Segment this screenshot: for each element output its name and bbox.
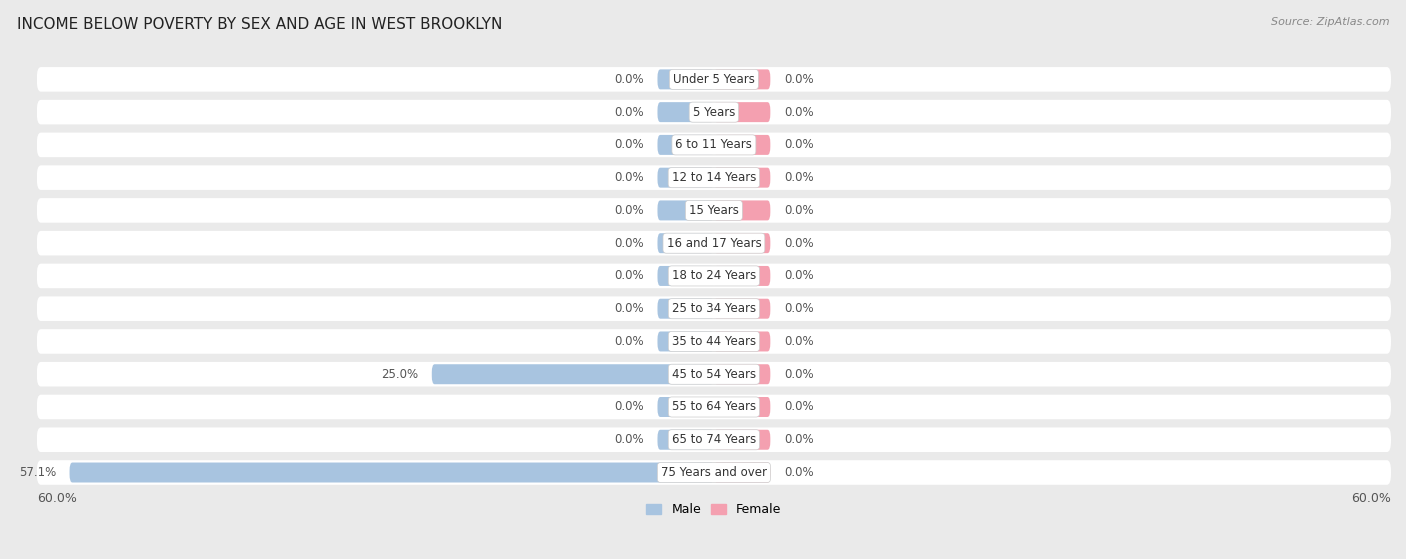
FancyBboxPatch shape — [37, 264, 1391, 288]
FancyBboxPatch shape — [658, 331, 714, 352]
Text: INCOME BELOW POVERTY BY SEX AND AGE IN WEST BROOKLYN: INCOME BELOW POVERTY BY SEX AND AGE IN W… — [17, 17, 502, 32]
FancyBboxPatch shape — [37, 296, 1391, 321]
Text: Source: ZipAtlas.com: Source: ZipAtlas.com — [1271, 17, 1389, 27]
Text: 16 and 17 Years: 16 and 17 Years — [666, 236, 761, 250]
Text: 60.0%: 60.0% — [37, 492, 77, 505]
Text: 0.0%: 0.0% — [614, 433, 644, 446]
Text: 0.0%: 0.0% — [785, 433, 814, 446]
FancyBboxPatch shape — [37, 132, 1391, 157]
Text: 0.0%: 0.0% — [785, 400, 814, 414]
FancyBboxPatch shape — [714, 201, 770, 220]
FancyBboxPatch shape — [37, 362, 1391, 386]
Text: 0.0%: 0.0% — [785, 171, 814, 184]
Text: 25.0%: 25.0% — [381, 368, 418, 381]
Text: 75 Years and over: 75 Years and over — [661, 466, 766, 479]
Text: 0.0%: 0.0% — [614, 335, 644, 348]
Text: 5 Years: 5 Years — [693, 106, 735, 119]
Text: 0.0%: 0.0% — [785, 466, 814, 479]
FancyBboxPatch shape — [714, 397, 770, 417]
Text: 0.0%: 0.0% — [785, 139, 814, 151]
FancyBboxPatch shape — [714, 168, 770, 188]
FancyBboxPatch shape — [714, 135, 770, 155]
Text: 0.0%: 0.0% — [614, 302, 644, 315]
Text: 0.0%: 0.0% — [614, 73, 644, 86]
Text: 0.0%: 0.0% — [614, 269, 644, 282]
FancyBboxPatch shape — [658, 299, 714, 319]
Text: 15 Years: 15 Years — [689, 204, 738, 217]
FancyBboxPatch shape — [37, 198, 1391, 222]
FancyBboxPatch shape — [658, 135, 714, 155]
FancyBboxPatch shape — [714, 299, 770, 319]
Text: 0.0%: 0.0% — [785, 106, 814, 119]
FancyBboxPatch shape — [714, 233, 770, 253]
Text: 0.0%: 0.0% — [614, 106, 644, 119]
FancyBboxPatch shape — [37, 165, 1391, 190]
FancyBboxPatch shape — [37, 395, 1391, 419]
FancyBboxPatch shape — [658, 266, 714, 286]
FancyBboxPatch shape — [69, 462, 714, 482]
Text: 45 to 54 Years: 45 to 54 Years — [672, 368, 756, 381]
FancyBboxPatch shape — [37, 428, 1391, 452]
FancyBboxPatch shape — [714, 102, 770, 122]
Text: 6 to 11 Years: 6 to 11 Years — [675, 139, 752, 151]
Text: 0.0%: 0.0% — [785, 302, 814, 315]
Legend: Male, Female: Male, Female — [647, 503, 782, 516]
Text: 18 to 24 Years: 18 to 24 Years — [672, 269, 756, 282]
Text: 0.0%: 0.0% — [614, 171, 644, 184]
Text: 55 to 64 Years: 55 to 64 Years — [672, 400, 756, 414]
FancyBboxPatch shape — [658, 102, 714, 122]
Text: 57.1%: 57.1% — [18, 466, 56, 479]
Text: 0.0%: 0.0% — [614, 139, 644, 151]
Text: 0.0%: 0.0% — [614, 400, 644, 414]
FancyBboxPatch shape — [37, 460, 1391, 485]
Text: 25 to 34 Years: 25 to 34 Years — [672, 302, 756, 315]
FancyBboxPatch shape — [658, 233, 714, 253]
FancyBboxPatch shape — [714, 69, 770, 89]
FancyBboxPatch shape — [714, 331, 770, 352]
FancyBboxPatch shape — [714, 430, 770, 450]
Text: 60.0%: 60.0% — [1351, 492, 1391, 505]
FancyBboxPatch shape — [658, 397, 714, 417]
Text: 65 to 74 Years: 65 to 74 Years — [672, 433, 756, 446]
FancyBboxPatch shape — [37, 100, 1391, 125]
Text: 0.0%: 0.0% — [785, 236, 814, 250]
Text: 35 to 44 Years: 35 to 44 Years — [672, 335, 756, 348]
FancyBboxPatch shape — [658, 201, 714, 220]
FancyBboxPatch shape — [37, 231, 1391, 255]
Text: 12 to 14 Years: 12 to 14 Years — [672, 171, 756, 184]
FancyBboxPatch shape — [432, 364, 714, 384]
Text: 0.0%: 0.0% — [785, 73, 814, 86]
Text: 0.0%: 0.0% — [614, 236, 644, 250]
Text: Under 5 Years: Under 5 Years — [673, 73, 755, 86]
FancyBboxPatch shape — [714, 266, 770, 286]
Text: 0.0%: 0.0% — [614, 204, 644, 217]
FancyBboxPatch shape — [658, 69, 714, 89]
Text: 0.0%: 0.0% — [785, 335, 814, 348]
FancyBboxPatch shape — [714, 364, 770, 384]
Text: 0.0%: 0.0% — [785, 368, 814, 381]
Text: 0.0%: 0.0% — [785, 269, 814, 282]
Text: 0.0%: 0.0% — [785, 204, 814, 217]
FancyBboxPatch shape — [37, 67, 1391, 92]
FancyBboxPatch shape — [658, 168, 714, 188]
FancyBboxPatch shape — [714, 462, 770, 482]
FancyBboxPatch shape — [37, 329, 1391, 354]
FancyBboxPatch shape — [658, 430, 714, 450]
